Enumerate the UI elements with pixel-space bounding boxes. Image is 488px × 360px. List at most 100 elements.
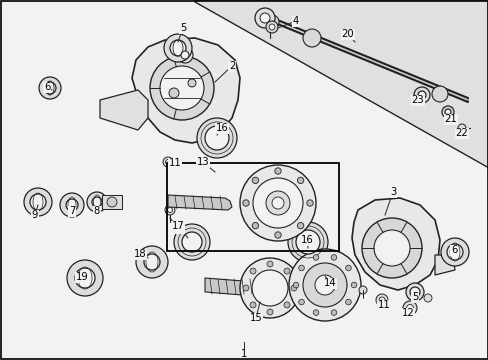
Circle shape xyxy=(290,285,296,291)
Text: 9: 9 xyxy=(32,210,38,220)
Circle shape xyxy=(314,275,334,295)
Circle shape xyxy=(39,77,61,99)
Circle shape xyxy=(409,287,419,297)
Circle shape xyxy=(187,79,196,87)
Circle shape xyxy=(313,310,318,315)
Circle shape xyxy=(252,178,303,228)
Circle shape xyxy=(143,254,160,270)
Circle shape xyxy=(170,40,185,56)
Polygon shape xyxy=(434,255,454,275)
Text: 2: 2 xyxy=(228,61,235,71)
Text: 16: 16 xyxy=(300,235,313,245)
Circle shape xyxy=(405,283,423,301)
Text: 23: 23 xyxy=(411,95,424,105)
Circle shape xyxy=(297,222,303,229)
Circle shape xyxy=(274,168,281,174)
Circle shape xyxy=(164,205,175,215)
Circle shape xyxy=(163,157,173,167)
Text: 20: 20 xyxy=(341,29,354,39)
Circle shape xyxy=(251,270,287,306)
Circle shape xyxy=(249,268,256,274)
Circle shape xyxy=(249,302,256,308)
Circle shape xyxy=(136,246,168,278)
Circle shape xyxy=(243,200,249,206)
Circle shape xyxy=(167,207,172,212)
Circle shape xyxy=(165,159,170,165)
Circle shape xyxy=(60,193,84,217)
Circle shape xyxy=(417,91,425,99)
Polygon shape xyxy=(258,12,467,102)
Circle shape xyxy=(160,66,203,110)
Circle shape xyxy=(266,309,272,315)
Circle shape xyxy=(240,258,299,318)
Circle shape xyxy=(423,294,431,302)
Circle shape xyxy=(288,249,360,321)
Circle shape xyxy=(375,294,387,306)
Circle shape xyxy=(66,199,78,211)
Text: 5: 5 xyxy=(180,23,186,33)
Circle shape xyxy=(444,109,450,115)
Circle shape xyxy=(24,188,52,216)
Polygon shape xyxy=(195,0,488,168)
Circle shape xyxy=(254,8,274,28)
Circle shape xyxy=(266,261,272,267)
Polygon shape xyxy=(100,90,148,130)
Text: 11: 11 xyxy=(168,158,181,168)
Circle shape xyxy=(457,124,465,132)
Text: 12: 12 xyxy=(401,308,413,318)
Text: 4: 4 xyxy=(292,16,299,26)
Circle shape xyxy=(295,230,319,254)
Circle shape xyxy=(174,224,209,260)
Circle shape xyxy=(298,299,304,305)
Circle shape xyxy=(284,302,289,308)
Circle shape xyxy=(274,232,281,238)
Text: 10: 10 xyxy=(171,223,184,233)
Circle shape xyxy=(345,265,350,271)
Text: 6: 6 xyxy=(450,245,456,255)
Circle shape xyxy=(252,222,258,229)
Circle shape xyxy=(271,197,284,209)
Circle shape xyxy=(313,255,318,260)
Circle shape xyxy=(441,106,453,118)
Circle shape xyxy=(358,286,366,294)
Polygon shape xyxy=(168,195,231,210)
Circle shape xyxy=(330,310,336,315)
Circle shape xyxy=(87,192,107,212)
Circle shape xyxy=(182,232,202,252)
Circle shape xyxy=(265,21,278,33)
Circle shape xyxy=(287,222,327,262)
Bar xyxy=(102,195,122,209)
Circle shape xyxy=(446,244,462,260)
Circle shape xyxy=(252,177,258,184)
Circle shape xyxy=(92,197,102,207)
Text: 5: 5 xyxy=(411,292,417,302)
Circle shape xyxy=(350,282,356,288)
Circle shape xyxy=(402,301,416,315)
Polygon shape xyxy=(351,198,439,290)
Circle shape xyxy=(67,260,103,296)
Circle shape xyxy=(378,297,384,303)
Circle shape xyxy=(264,15,279,29)
Circle shape xyxy=(260,13,269,23)
Bar xyxy=(167,163,338,251)
Text: 11: 11 xyxy=(377,300,389,310)
Circle shape xyxy=(44,82,56,94)
Text: 13: 13 xyxy=(196,157,209,167)
Polygon shape xyxy=(132,38,240,143)
Text: 1: 1 xyxy=(240,349,246,359)
Circle shape xyxy=(284,268,289,274)
Text: 21: 21 xyxy=(444,114,456,124)
Circle shape xyxy=(298,265,304,271)
Text: 22: 22 xyxy=(455,128,468,138)
Text: 16: 16 xyxy=(215,123,228,133)
Circle shape xyxy=(330,255,336,260)
Text: 7: 7 xyxy=(69,206,75,216)
Circle shape xyxy=(431,86,447,102)
Circle shape xyxy=(297,177,303,184)
Text: 14: 14 xyxy=(323,278,336,288)
Circle shape xyxy=(268,24,274,30)
Circle shape xyxy=(361,218,421,278)
Circle shape xyxy=(440,238,468,266)
Circle shape xyxy=(293,282,298,288)
Circle shape xyxy=(306,200,312,206)
